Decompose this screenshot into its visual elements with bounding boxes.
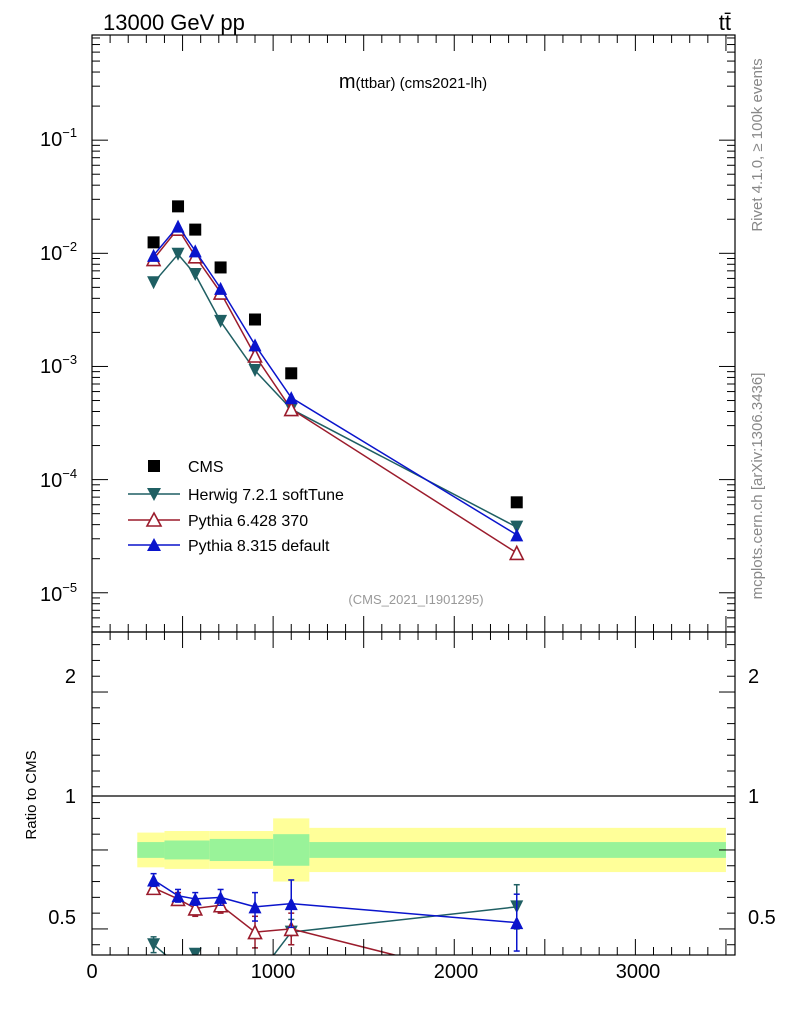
ratio-point-herwig bbox=[147, 938, 161, 952]
main-point-pythia6 bbox=[247, 347, 263, 363]
legend-marker-pythia6 bbox=[145, 511, 163, 527]
main-point-pythia8 bbox=[171, 219, 185, 233]
main-point-herwig bbox=[147, 276, 161, 290]
main-point-herwig bbox=[248, 364, 262, 378]
main-point-pythia8 bbox=[214, 281, 228, 295]
ratio-y-tick-left-05: 0.5 bbox=[48, 907, 76, 929]
x-tick-label-2000: 2000 bbox=[434, 961, 479, 983]
rivet-side-label: Rivet 4.1.0, ≥ 100k events bbox=[749, 58, 766, 231]
ratio-band-inner bbox=[164, 840, 210, 860]
main-point-herwig bbox=[510, 520, 524, 534]
ratio-band-inner bbox=[273, 834, 310, 866]
legend-label-pythia6: Pythia 6.428 370 bbox=[188, 513, 308, 530]
source-side-label: mcplots.cern.ch [arXiv:1306.3436] bbox=[749, 373, 766, 600]
y-tick-label-1e-2: 10−2 bbox=[40, 239, 77, 265]
ratio-panel: 2 1 0.5 2 1 0.5 Ratio to CMS 0 1000 2000… bbox=[23, 631, 776, 992]
ratio-point-pythia8 bbox=[188, 892, 202, 906]
y-tick-label-1e-3: 10−3 bbox=[40, 352, 77, 378]
legend-item-pythia8: Pythia 8.315 default bbox=[128, 538, 330, 555]
ratio-point-pythia6 bbox=[247, 923, 263, 940]
x-tick-label-3000: 3000 bbox=[616, 961, 661, 983]
main-point-pythia8 bbox=[284, 391, 298, 405]
legend-item-herwig: Herwig 7.2.1 softTune bbox=[128, 487, 344, 504]
ratio-band-inner bbox=[209, 838, 274, 862]
ratio-y-tick-right-05: 0.5 bbox=[748, 907, 776, 929]
main-point-pythia8 bbox=[248, 338, 262, 352]
ratio-line-pythia8 bbox=[153, 879, 517, 924]
ratio-y-tick-right-1: 1 bbox=[748, 786, 759, 808]
y-tick-label-1e-4: 10−4 bbox=[40, 466, 77, 492]
plot-title: m(ttbar) (cms2021-lh) bbox=[339, 71, 487, 93]
main-point-data bbox=[147, 236, 160, 249]
ratio-point-herwig bbox=[172, 959, 185, 972]
main-point-herwig bbox=[171, 247, 185, 261]
main-panel: 10−1 10−2 10−3 10−4 10−5 CMS Herwig 7.2.… bbox=[40, 34, 736, 633]
y-tick-label-1e-5: 10−5 bbox=[40, 580, 77, 606]
main-point-herwig bbox=[214, 314, 228, 328]
ratio-point-pythia6 bbox=[510, 979, 523, 992]
legend-item-cms: CMS bbox=[148, 459, 224, 476]
ratio-band-inner bbox=[309, 842, 726, 858]
ratio-y-axis-label: Ratio to CMS bbox=[23, 750, 40, 839]
ratio-frame bbox=[91, 631, 736, 956]
legend-item-pythia6: Pythia 6.428 370 bbox=[128, 511, 308, 530]
ratio-point-pythia8 bbox=[248, 900, 262, 914]
ratio-point-herwig bbox=[214, 967, 227, 980]
legend-marker-pythia8 bbox=[147, 538, 161, 551]
ratio-point-herwig bbox=[188, 947, 202, 955]
legend-label-cms: CMS bbox=[188, 459, 224, 476]
main-point-herwig bbox=[188, 267, 202, 281]
main-point-data bbox=[510, 496, 523, 509]
ratio-axis-ticks bbox=[91, 632, 735, 955]
process-label: tt̄ bbox=[719, 10, 731, 35]
main-point-data bbox=[172, 200, 185, 213]
main-y-tick-labels: 10−1 10−2 10−3 10−4 10−5 bbox=[40, 125, 77, 606]
ratio-point-pythia6 bbox=[187, 900, 204, 916]
ratio-y-tick-left-1: 1 bbox=[65, 786, 76, 808]
main-point-data bbox=[189, 223, 202, 236]
main-point-data bbox=[214, 261, 227, 274]
x-tick-label-0: 0 bbox=[86, 961, 97, 983]
legend-label-herwig: Herwig 7.2.1 softTune bbox=[188, 487, 344, 504]
main-point-pythia8 bbox=[188, 244, 202, 258]
ratio-point-pythia6 bbox=[145, 879, 162, 896]
main-line-pythia6 bbox=[152, 227, 518, 554]
main-point-pythia8 bbox=[510, 528, 524, 542]
main-point-pythia6 bbox=[508, 544, 525, 561]
legend-label-pythia8: Pythia 8.315 default bbox=[188, 538, 330, 555]
analysis-label: (CMS_2021_I1901295) bbox=[348, 592, 483, 607]
ratio-band-inner bbox=[137, 842, 165, 858]
ratio-point-pythia8 bbox=[284, 897, 298, 911]
plot-title-rest: (ttbar) (cms2021-lh) bbox=[355, 75, 487, 92]
y-tick-label-1e-1: 10−1 bbox=[40, 125, 77, 151]
ratio-uncertainty-band bbox=[137, 818, 726, 882]
main-axis-ticks bbox=[91, 35, 735, 632]
main-point-data bbox=[249, 313, 262, 326]
main-point-pythia6 bbox=[283, 400, 300, 417]
x-tick-label-1000: 1000 bbox=[251, 961, 296, 983]
legend-marker-herwig bbox=[147, 488, 161, 501]
ratio-y-tick-left-2: 2 bbox=[65, 666, 76, 688]
energy-label: 13000 GeV pp bbox=[103, 10, 245, 35]
main-point-data bbox=[285, 367, 298, 380]
main-point-pythia8 bbox=[147, 248, 161, 262]
ratio-point-pythia6 bbox=[283, 920, 300, 937]
ratio-series-group bbox=[145, 872, 524, 992]
ratio-point-pythia8 bbox=[147, 873, 161, 887]
plot-title-main: m bbox=[339, 71, 356, 93]
legend: CMS Herwig 7.2.1 softTune Pythia 6.428 3… bbox=[128, 459, 344, 555]
ratio-point-pythia8 bbox=[171, 889, 185, 903]
ratio-point-pythia8 bbox=[214, 890, 228, 904]
legend-marker-cms bbox=[148, 460, 160, 472]
ratio-point-pythia8 bbox=[510, 916, 524, 930]
main-series-group bbox=[145, 200, 525, 561]
ratio-y-tick-right-2: 2 bbox=[748, 666, 759, 688]
